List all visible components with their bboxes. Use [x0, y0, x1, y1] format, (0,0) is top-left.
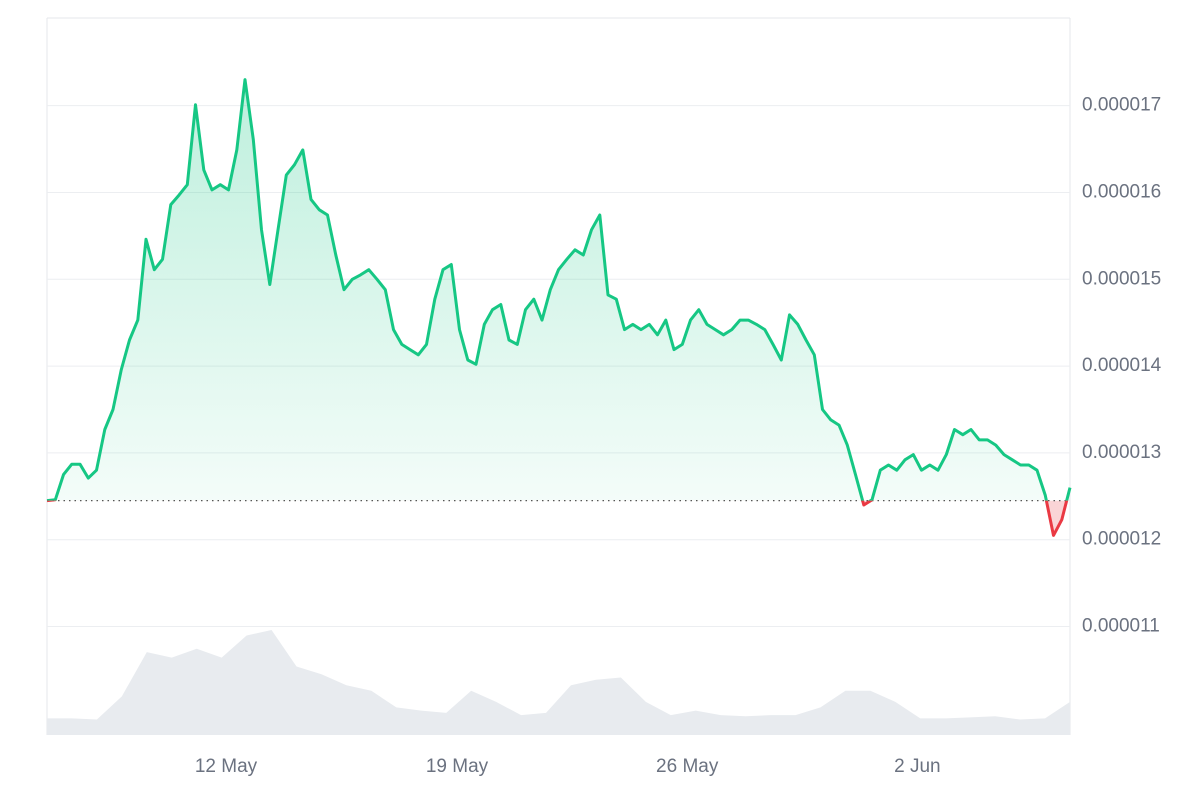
- y-tick-label: 0.000015: [1082, 268, 1161, 289]
- y-tick-label: 0.000012: [1082, 529, 1161, 550]
- price-area-up: [47, 79, 1070, 501]
- volume-area: [47, 630, 1070, 735]
- y-tick-label: 0.000011: [1082, 616, 1160, 637]
- x-tick-label: 2 Jun: [894, 756, 940, 777]
- y-tick-label: 0.000016: [1082, 181, 1161, 202]
- y-tick-label: 0.000014: [1082, 355, 1162, 376]
- x-tick-label: 19 May: [426, 756, 489, 777]
- y-tick-label: 0.000017: [1082, 95, 1161, 116]
- x-tick-label: 12 May: [195, 756, 258, 777]
- y-tick-label: 0.000013: [1082, 442, 1161, 463]
- price-line-up: [46, 78, 1072, 501]
- x-tick-label: 26 May: [656, 756, 719, 777]
